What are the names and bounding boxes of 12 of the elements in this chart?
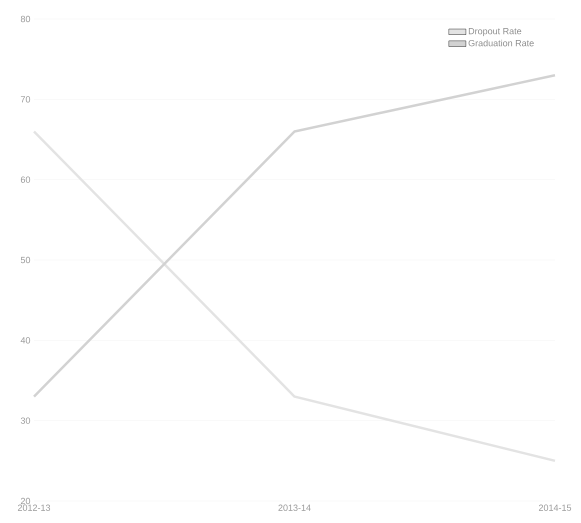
y-tick-label: 50 — [20, 256, 30, 264]
legend-label: Graduation Rate — [468, 40, 534, 46]
y-tick-label: 20 — [20, 498, 30, 504]
x-tick-label: 2014-15 — [538, 504, 572, 511]
x-tick-label: 2013-14 — [278, 504, 311, 511]
legend-label: Dropout Rate — [468, 28, 522, 36]
y-tick-label: 80 — [20, 16, 30, 22]
y-tick-label: 70 — [20, 96, 30, 103]
x-tick-label: 2012-13 — [18, 504, 50, 511]
y-tick-label: 60 — [20, 176, 30, 183]
y-tick-label: 40 — [20, 337, 30, 344]
y-tick-label: 30 — [20, 417, 30, 424]
